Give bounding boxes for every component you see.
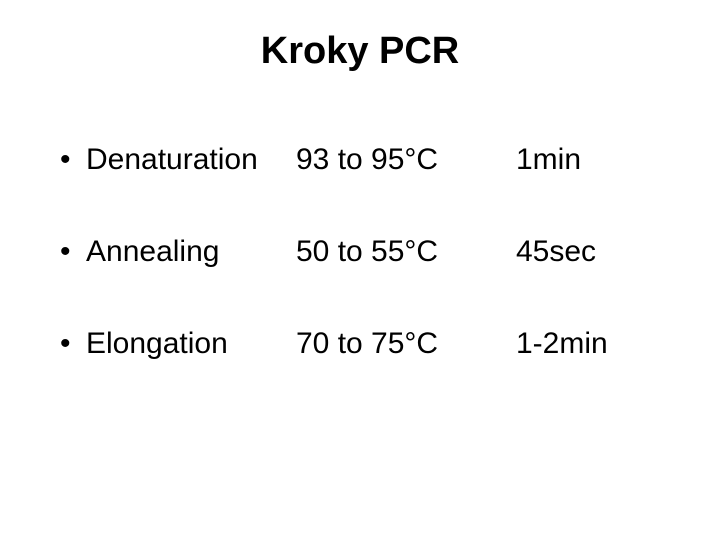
step-temperature: 70 to 75°C xyxy=(296,327,516,361)
step-temperature: 50 to 55°C xyxy=(296,235,516,269)
step-duration: 45sec xyxy=(516,235,596,269)
step-name: Annealing xyxy=(86,235,296,269)
slide-title: Kroky PCR xyxy=(50,30,670,73)
step-name: Denaturation xyxy=(86,143,296,177)
step-duration: 1-2min xyxy=(516,327,608,361)
bullet-icon: • xyxy=(60,235,86,269)
step-temperature: 93 to 95°C xyxy=(296,143,516,177)
list-item: • Denaturation 93 to 95°C 1min xyxy=(60,143,670,177)
slide: Kroky PCR • Denaturation 93 to 95°C 1min… xyxy=(0,0,720,540)
list-item: • Annealing 50 to 55°C 45sec xyxy=(60,235,670,269)
bullet-icon: • xyxy=(60,327,86,361)
list-item: • Elongation 70 to 75°C 1-2min xyxy=(60,327,670,361)
bullet-icon: • xyxy=(60,143,86,177)
step-list: • Denaturation 93 to 95°C 1min • Anneali… xyxy=(50,143,670,361)
step-duration: 1min xyxy=(516,143,581,177)
step-name: Elongation xyxy=(86,327,296,361)
